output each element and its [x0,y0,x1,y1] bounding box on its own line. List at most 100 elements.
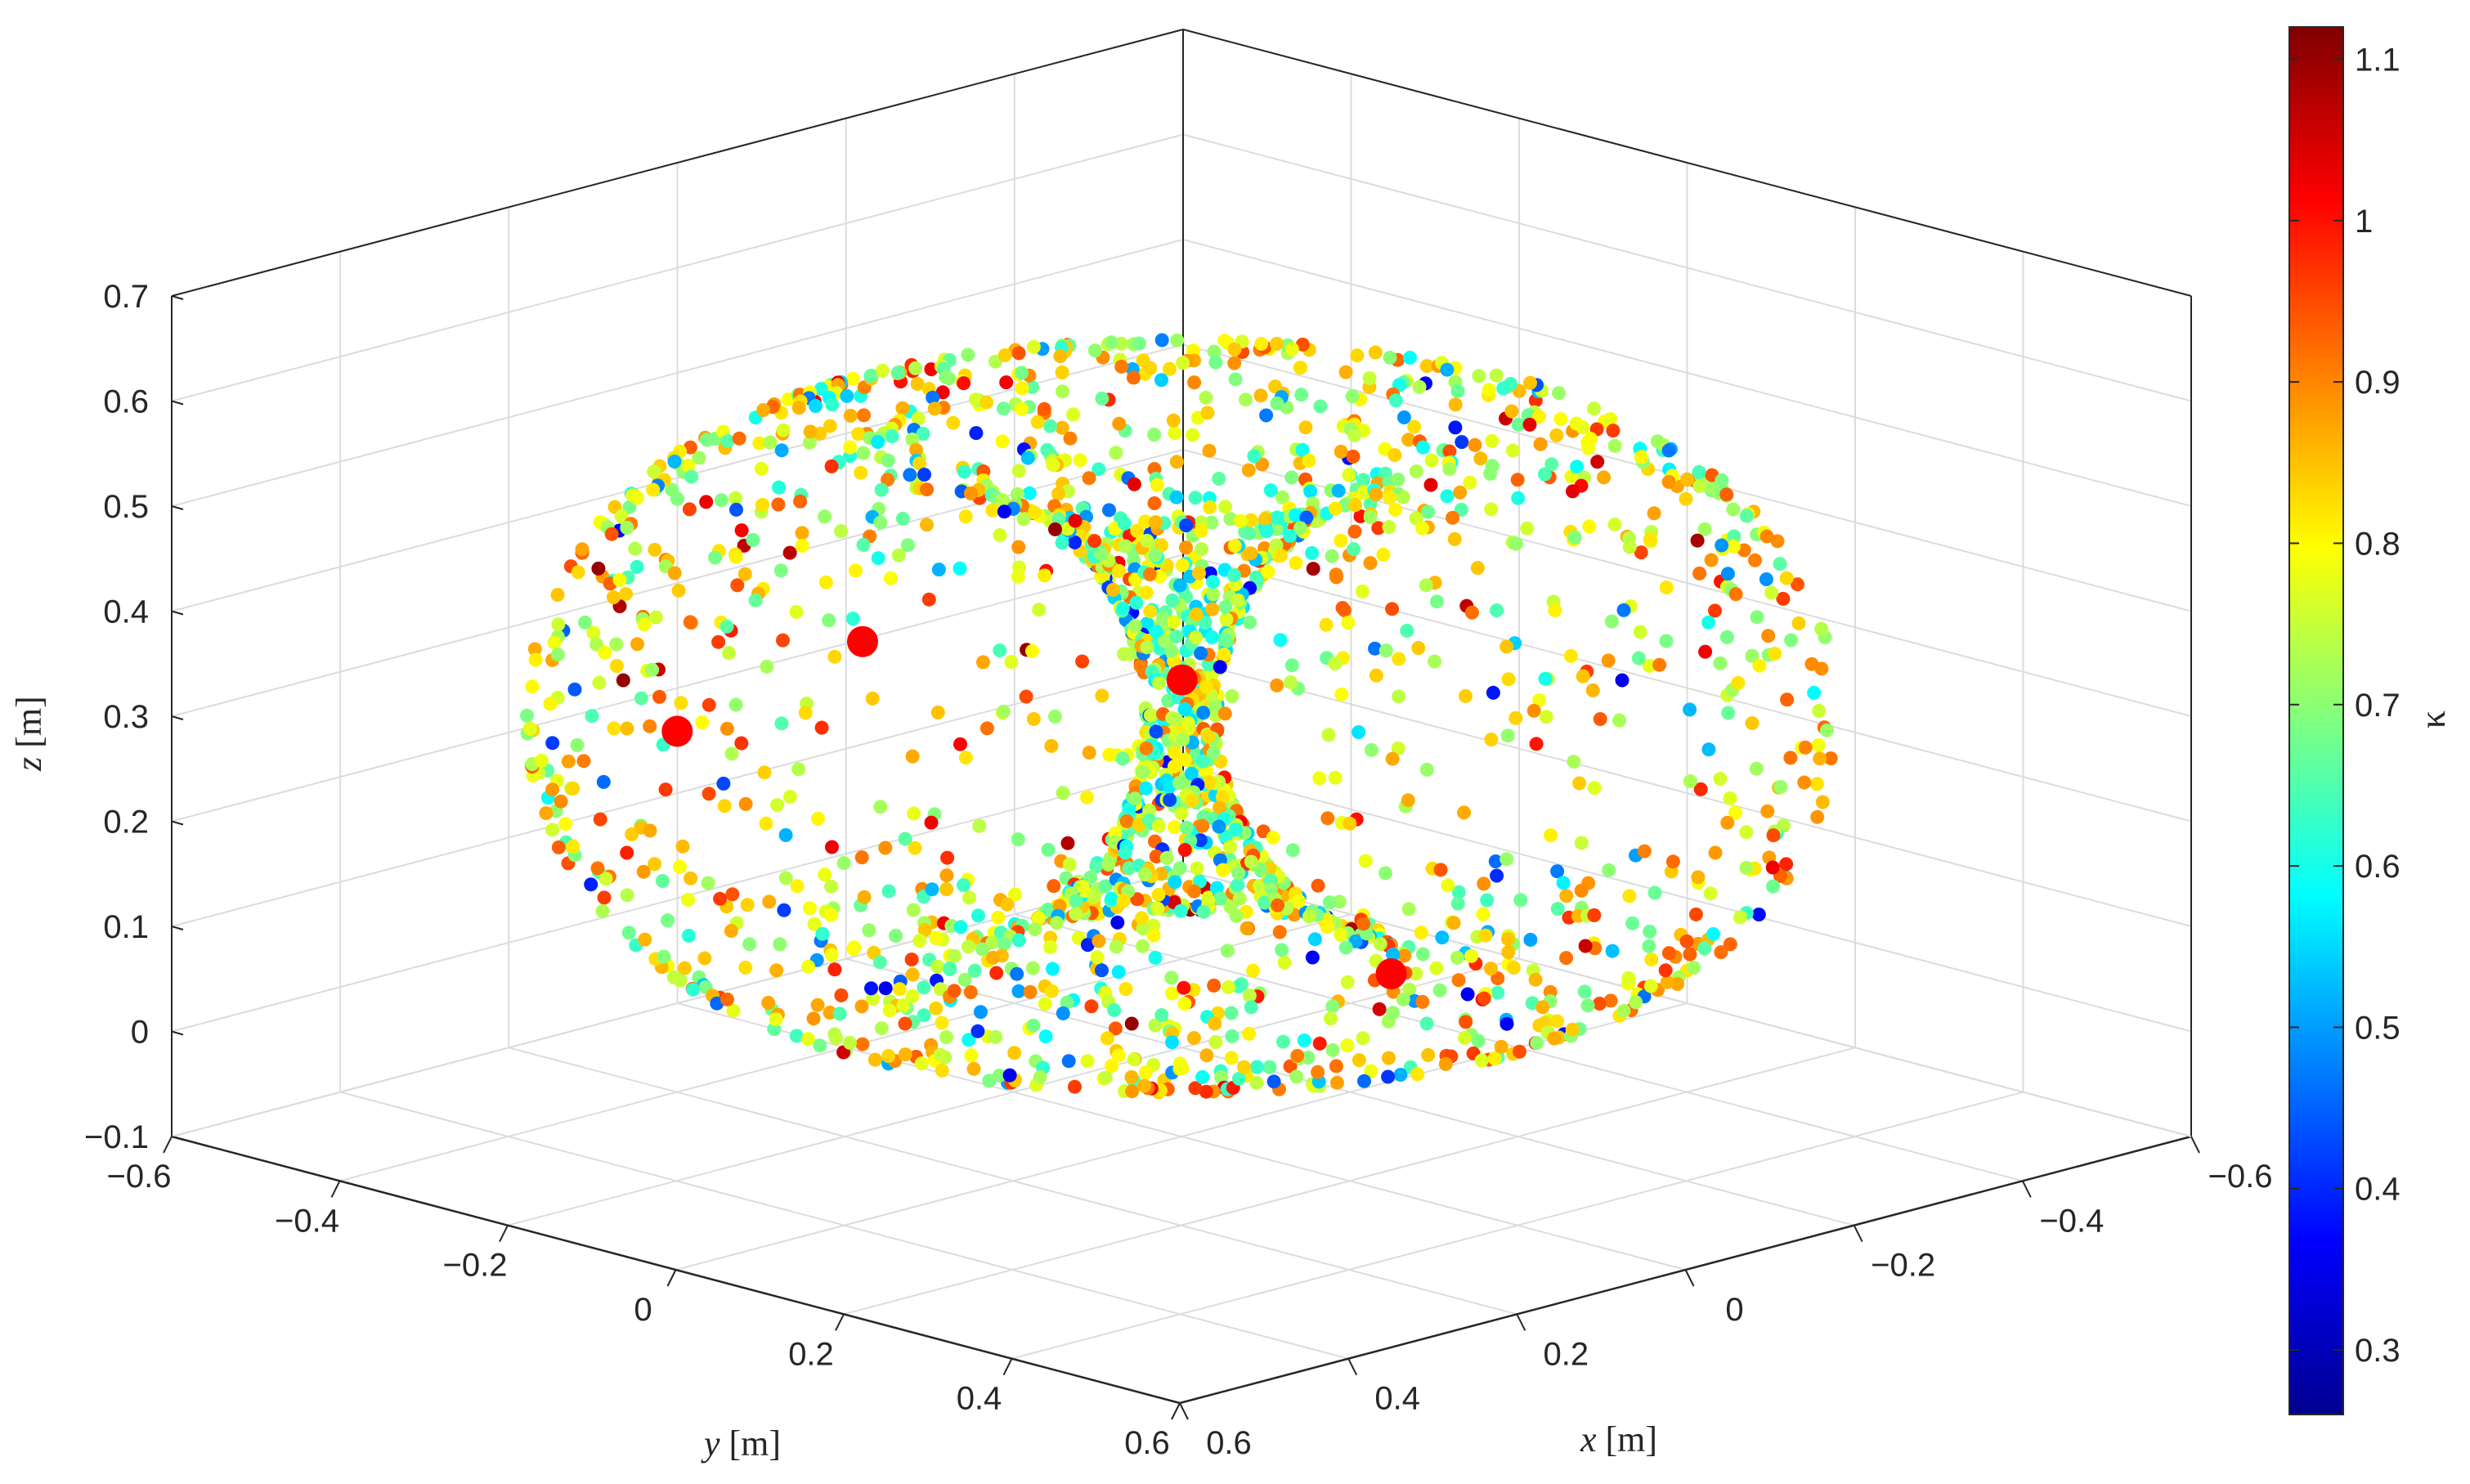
scatter-point [1504,404,1519,419]
scatter-point [963,985,978,999]
scatter-point [1768,647,1782,661]
scatter-point [1438,1056,1453,1071]
scatter-point [1228,823,1243,837]
scatter-point [1209,881,1224,895]
scatter-point [1810,809,1825,824]
scatter-point [1225,689,1239,703]
scatter-point [607,721,621,736]
scatter-point [1572,776,1587,791]
scatter-point [912,934,927,948]
scatter-point [681,893,696,907]
scatter-point [958,509,973,524]
scatter-point [1213,660,1227,675]
scatter-point [1605,944,1620,958]
scatter-point [1428,654,1442,669]
scatter-point [1014,365,1029,380]
scatter-point [1381,1069,1396,1084]
scatter-point [1347,542,1361,557]
scatter-point [1433,863,1448,877]
scatter-point [760,659,774,674]
scatter-point [1242,1026,1257,1041]
scatter-point [1159,850,1174,865]
scatter-point [1175,558,1190,572]
axis-ticks: −0.1 0 0.1 0.2 0.3 0.4 0.5 0.6 0.7 −0.6 −0.4 −0.2 0 0… [84,279,2272,1461]
scatter-point [1076,879,1091,894]
scatter-point [1016,512,1031,527]
scatter-point [1530,1036,1544,1051]
x-tick-mark [1516,1313,1526,1331]
scatter-point [1416,440,1431,455]
scatter-point [958,751,973,765]
scatter-point [1312,771,1327,786]
scatter-point [1357,1074,1371,1088]
scatter-point [803,424,818,439]
scatter-point [964,1048,979,1063]
scatter-point [917,1008,931,1023]
scatter-point [1246,963,1261,978]
scatter-point [1706,926,1720,941]
scatter-point [920,482,935,497]
scatter-point [1511,491,1526,505]
scatter-point [545,823,559,837]
scatter-point [630,637,644,652]
scatter-point [795,526,809,540]
scatter-point [1368,345,1383,360]
scatter-point [1508,536,1523,551]
scatter-point [1770,534,1785,549]
scatter-point [567,682,582,697]
scatter-point [1149,850,1163,863]
scatter-point [1488,854,1503,868]
scatter-point [1823,751,1838,765]
scatter-point [702,697,716,712]
scatter-point [1501,932,1515,947]
scatter-point [1095,688,1109,703]
scatter-point [1069,907,1083,921]
scatter-point [818,868,832,882]
scatter-point [992,1069,1006,1083]
scatter-point [1226,568,1241,583]
scatter-point [1311,878,1325,893]
scatter-point [924,815,939,830]
scatter-point [1303,484,1318,499]
scatter-point [1254,337,1269,351]
scatter-point [1728,805,1742,820]
scatter-point [1030,415,1045,429]
scatter-point [1201,729,1216,744]
scatter-point [1733,910,1747,925]
scatter-point [1112,563,1126,578]
scatter-point [1346,449,1361,464]
scatter-point [1082,471,1096,486]
grid-line [1182,764,2192,1033]
scatter-point [1474,1053,1489,1068]
scatter-point [1080,1054,1095,1069]
scatter-point [728,697,743,712]
scatter-point [1340,1038,1355,1052]
scatter-point [1424,453,1439,468]
scatter-point [1285,843,1300,858]
scatter-point [1222,980,1235,994]
scatter-point [576,754,591,769]
scatter-point [881,453,895,468]
x-tick-mark [2021,1180,2032,1198]
y-tick-mark [835,1313,845,1331]
scatter-point [942,371,957,386]
scatter-point [1022,486,1037,500]
scatter-point [1383,350,1397,365]
scatter-point [1149,515,1163,530]
scatter-point [1194,646,1208,661]
scatter-point [1387,448,1402,463]
scatter-point [1491,971,1505,985]
scatter-point [1490,868,1504,883]
scatter-point [1148,1018,1163,1033]
scatter-point [972,818,987,833]
scatter-point [1458,1030,1472,1045]
scatter-point [740,898,755,912]
scatter-point [824,879,839,894]
scatter-point [1275,490,1289,504]
scatter-point [823,419,837,433]
scatter-point [1169,490,1184,504]
scatter-point [746,533,760,547]
scatter-point [933,1047,948,1062]
scatter-point [1007,1046,1022,1060]
scatter-point [1642,658,1656,673]
